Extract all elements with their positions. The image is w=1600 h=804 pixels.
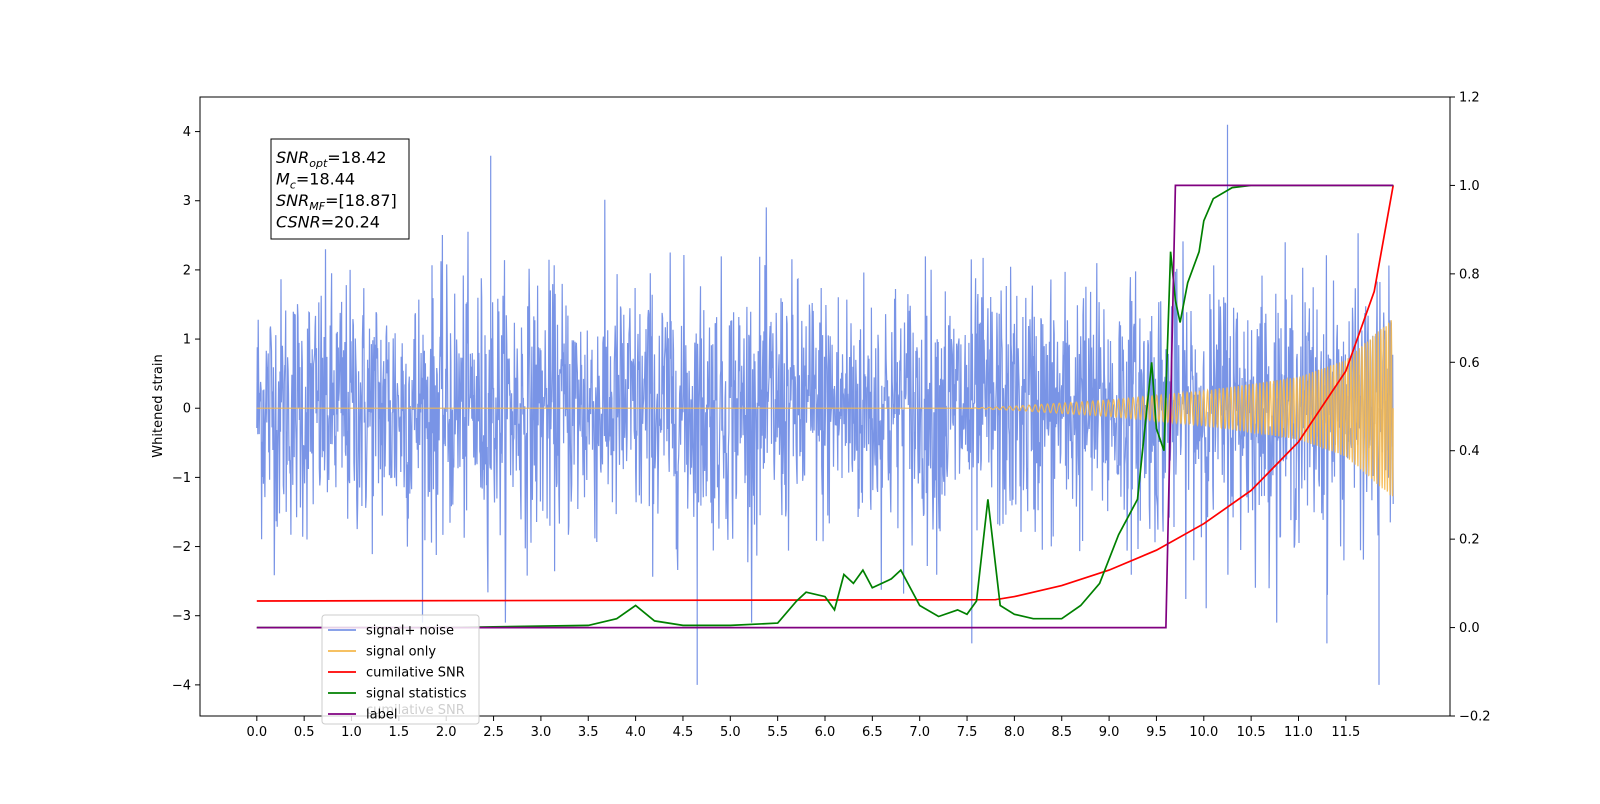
x-tick-label: 9.5	[1146, 725, 1167, 740]
y-tick-label: −2	[172, 540, 191, 555]
x-tick-label: 0.5	[294, 725, 315, 740]
series-signal-noise-line	[256, 124, 1394, 685]
x-tick-label: 1.0	[341, 725, 362, 740]
x-tick-label: 8.5	[1051, 725, 1072, 740]
x-tick-label: 6.5	[862, 725, 883, 740]
legend-box	[321, 614, 480, 725]
x-tick-label: 7.0	[909, 725, 930, 740]
legend-label: label	[366, 708, 397, 723]
y-axis-left: −4 −3 −2 −1 0 1 2 3 4	[172, 125, 200, 693]
y-tick-label: 3	[183, 194, 191, 209]
x-tick-label: 2.5	[483, 725, 504, 740]
annotation-line: SNRopt=18.42	[276, 148, 387, 170]
y2-tick-label: 1.2	[1459, 91, 1480, 106]
legend-label: signal+ noise	[366, 624, 454, 639]
x-tick-label: 11.0	[1284, 725, 1313, 740]
y2-tick-label: 1.0	[1459, 179, 1480, 194]
x-tick-label: 5.5	[767, 725, 788, 740]
x-tick-label: 7.5	[957, 725, 978, 740]
x-tick-label: 3.5	[578, 725, 599, 740]
y2-tick-label: 0.6	[1459, 356, 1480, 371]
x-tick-label: 10.0	[1189, 725, 1218, 740]
x-axis: 0.0 0.5 1.0 1.5 2.0 2.5 3.0 3.5 4.0 4.5 5.0 5.5 6.0 6…	[246, 716, 1360, 740]
x-tick-label: 11.5	[1331, 725, 1360, 740]
y-tick-label: −4	[172, 678, 191, 693]
y-tick-label: 1	[183, 333, 191, 348]
y-tick-label: 0	[183, 402, 191, 417]
series-layer	[256, 124, 1395, 685]
x-tick-label: 5.0	[720, 725, 741, 740]
series-signal-only-line	[256, 320, 1394, 497]
x-tick-label: 10.5	[1237, 725, 1266, 740]
x-tick-label: 8.0	[1004, 725, 1025, 740]
x-tick-label: 4.0	[625, 725, 646, 740]
legend: cumilative SNR signal+ noise signal only cu…	[321, 614, 480, 725]
series-signal-statistics-line	[256, 184, 1394, 629]
y2-tick-label: 0.4	[1459, 444, 1480, 459]
y-tick-label: −3	[172, 609, 191, 624]
y2-tick-label: 0.2	[1459, 533, 1480, 548]
x-tick-label: 3.0	[531, 725, 552, 740]
annotation-line: SNRMF=[18.87]	[276, 191, 397, 213]
annotation-line: CSNR=20.24	[276, 213, 380, 232]
x-tick-label: 0.0	[246, 725, 267, 740]
y-tick-label: −1	[172, 471, 191, 486]
x-tick-label: 4.5	[673, 725, 694, 740]
legend-label: signal statistics	[366, 687, 467, 702]
series-label-line	[256, 184, 1394, 629]
x-tick-label: 2.0	[436, 725, 457, 740]
legend-label: cumilative SNR	[366, 666, 465, 681]
x-tick-label: 1.5	[389, 725, 410, 740]
y-axis-label: Whitened strain	[151, 354, 166, 457]
legend-label: signal only	[366, 645, 436, 660]
y-tick-label: 2	[183, 263, 191, 278]
annotation-box	[270, 138, 410, 240]
legend-ghost-text: cumilative SNR	[366, 703, 465, 718]
series-cumulative-snr-line	[256, 185, 1395, 602]
y2-tick-label: −0.2	[1459, 710, 1491, 725]
x-tick-label: 9.0	[1099, 725, 1120, 740]
y2-tick-label: 0.8	[1459, 267, 1480, 282]
y-axis-right: −0.2 0.0 0.2 0.4 0.6 0.8 1.0 1.2	[1450, 91, 1491, 725]
y2-tick-label: 0.0	[1459, 621, 1480, 636]
annotation-line: Mc=18.44	[276, 170, 355, 192]
y-tick-label: 4	[183, 125, 191, 140]
stats-annotation: SNRopt=18.42Mc=18.44SNRMF=[18.87]CSNR=20…	[270, 138, 410, 240]
x-tick-label: 6.0	[815, 725, 836, 740]
